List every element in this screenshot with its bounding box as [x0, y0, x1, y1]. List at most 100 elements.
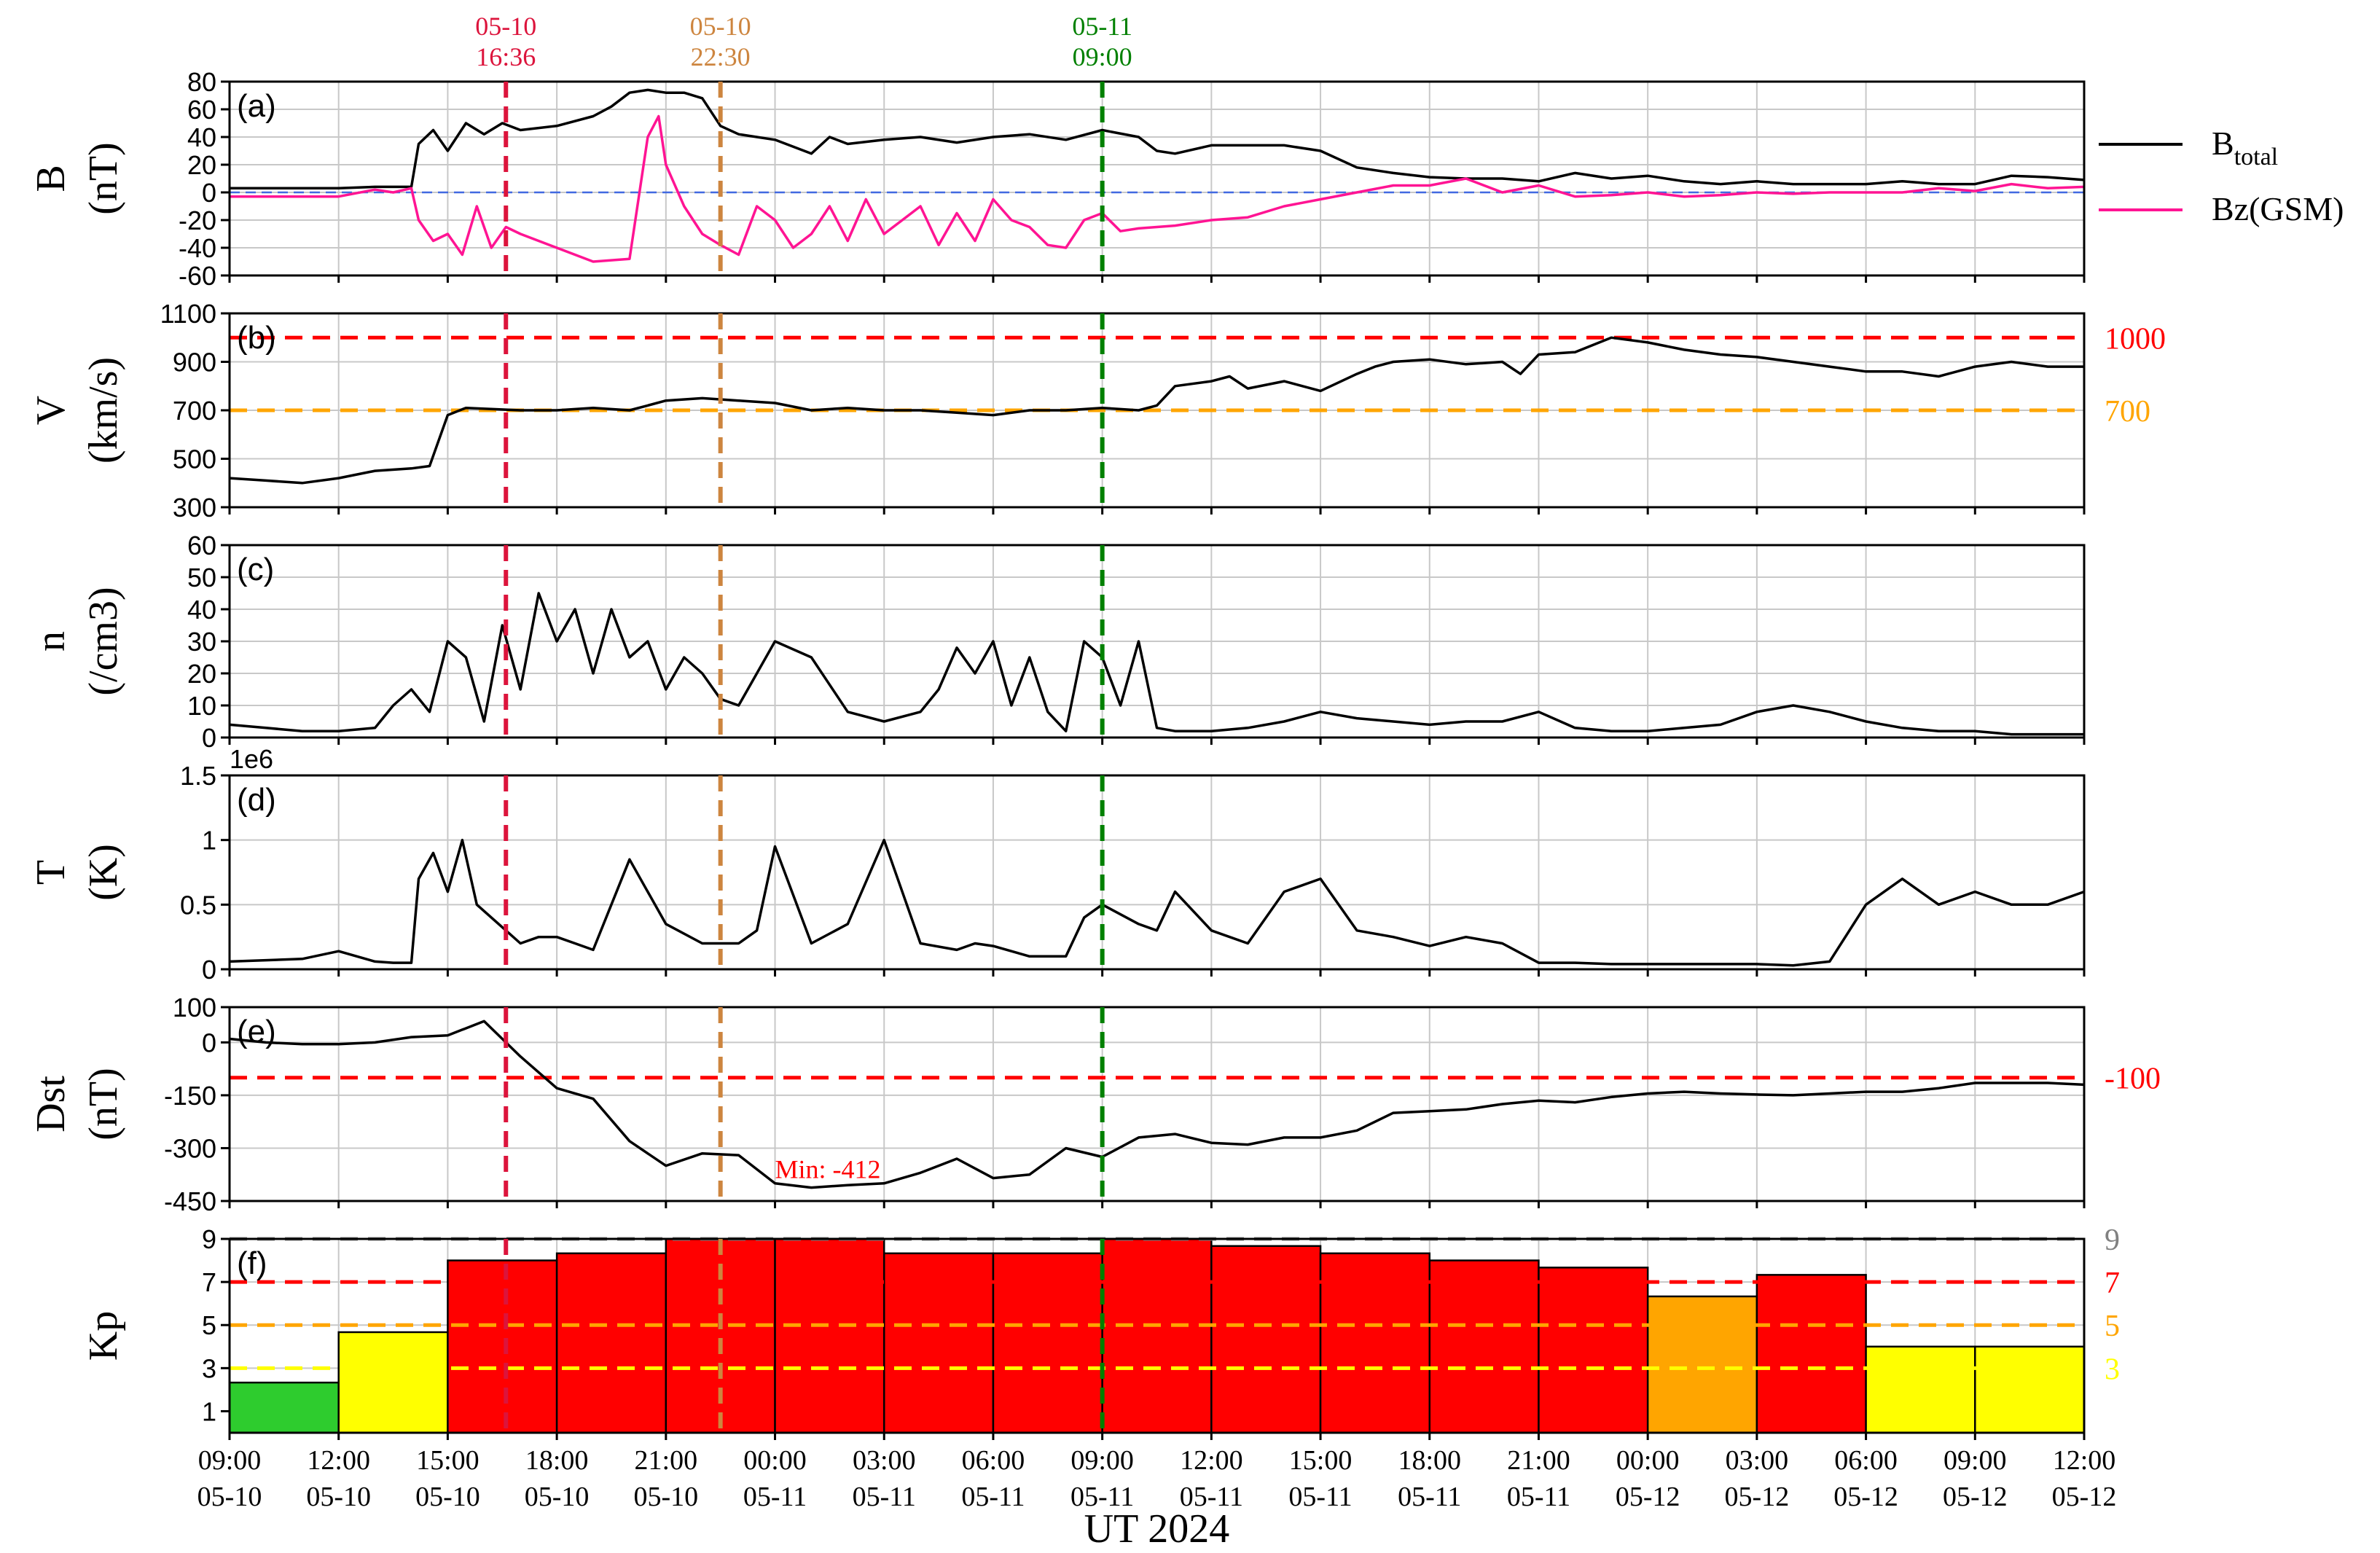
- x-tick-time: 03:00: [1726, 1445, 1789, 1476]
- x-tick-date: 05-11: [1070, 1482, 1134, 1512]
- panel-frame: [228, 774, 2086, 971]
- y-tick-label: 3: [202, 1353, 216, 1383]
- x-tick-time: 06:00: [962, 1445, 1025, 1476]
- y-tick-label: 7: [202, 1267, 216, 1297]
- x-tick-time: 21:00: [1507, 1445, 1570, 1476]
- x-tick-time: 03:00: [853, 1445, 916, 1476]
- kp-bar: [1974, 1345, 2086, 1434]
- panel-f: 9 7 5 3 9 7 5 3 1 (f) Kp: [81, 1224, 2120, 1440]
- y-tick-label: 1.5: [180, 761, 216, 791]
- event-time: 16:36: [476, 42, 536, 71]
- x-tick-date: 05-12: [1943, 1482, 2008, 1512]
- x-tick-date: 05-10: [197, 1482, 262, 1512]
- kp-bar: [1101, 1237, 1213, 1434]
- y-axis-unit: (nT): [81, 142, 126, 215]
- x-tick-date: 05-11: [1398, 1482, 1461, 1512]
- x-tick-date: 05-10: [525, 1482, 590, 1512]
- y-axis-label: Kp: [81, 1311, 126, 1361]
- y-tick-label: -300: [164, 1133, 216, 1163]
- y-tick-label: -20: [179, 206, 216, 235]
- y-tick-label: -150: [164, 1081, 216, 1111]
- y-axis-label: Dst: [28, 1076, 74, 1133]
- x-tick-time: 09:00: [198, 1445, 262, 1476]
- y-axis-unit: (km/s): [81, 357, 126, 463]
- y-tick-label: -40: [179, 233, 216, 263]
- kp-bar: [1428, 1259, 1540, 1434]
- panel-label: (e): [237, 1014, 276, 1049]
- panel-label: (f): [237, 1245, 267, 1281]
- x-tick-time: 12:00: [1180, 1445, 1243, 1476]
- x-tick-time: 09:00: [1943, 1445, 2007, 1476]
- x-tick-date: 05-11: [743, 1482, 807, 1512]
- reference-line-label: 1000: [2105, 322, 2166, 356]
- series-line-btotal: [230, 88, 2085, 190]
- y-tick-label: 60: [187, 531, 216, 560]
- x-tick-time: 21:00: [635, 1445, 698, 1476]
- y-tick-label: 0: [202, 1028, 216, 1057]
- panel-frame: [228, 1237, 2086, 1434]
- kp-bar: [337, 1331, 449, 1434]
- y-tick-label: 80: [187, 67, 216, 97]
- panel-b: 1000 700 1100 900 700 500 300 (b) V (km/s): [28, 299, 2166, 523]
- reference-line-label: 3: [2105, 1353, 2120, 1386]
- event-date: 05-11: [1072, 12, 1132, 41]
- series-line-dst: [229, 1020, 2085, 1189]
- y-axis-label: n: [28, 631, 74, 652]
- x-tick-date: 05-11: [853, 1482, 916, 1512]
- y-tick-label: 300: [173, 493, 216, 523]
- reference-line-label: 700: [2105, 395, 2150, 429]
- x-tick-time: 12:00: [307, 1445, 370, 1476]
- y-axis-label: V: [28, 396, 74, 425]
- x-tick-date: 05-11: [1288, 1482, 1352, 1512]
- y-tick-label: 50: [187, 563, 216, 592]
- y-tick-label: 900: [173, 348, 216, 378]
- event-date: 05-10: [475, 12, 536, 41]
- y-axis-unit: (nT): [81, 1068, 126, 1141]
- series-line-v: [229, 336, 2084, 485]
- kp-bar: [774, 1237, 885, 1434]
- y-tick-label: 10: [187, 691, 216, 721]
- x-tick-date: 05-10: [306, 1482, 371, 1512]
- panel-label: (c): [237, 552, 274, 587]
- y-tick-label: -450: [164, 1186, 216, 1216]
- panel-e: -100 Min: -412 100 0 -150 -300 -450 (e) Dst (nT): [28, 993, 2161, 1216]
- y-tick-label: 9: [202, 1224, 216, 1254]
- panel-label: (a): [237, 88, 276, 124]
- event-date: 05-10: [690, 12, 751, 41]
- y-tick-label: 60: [187, 95, 216, 125]
- x-tick-date: 05-10: [415, 1482, 480, 1512]
- y-tick-label: 0.5: [180, 890, 216, 920]
- panel-d: 1.5 1 0.5 0 1e6 (d) T (K): [28, 744, 2086, 985]
- y-tick-label: 30: [187, 627, 216, 657]
- y-tick-label: 0: [202, 723, 216, 753]
- reference-line-label: 7: [2105, 1267, 2120, 1300]
- kp-bar: [1538, 1267, 1649, 1434]
- y-tick-label: 500: [173, 445, 216, 474]
- y-tick-label: 1100: [160, 299, 216, 329]
- x-tick-date: 05-12: [1725, 1482, 1790, 1512]
- x-tick-date: 05-11: [1180, 1482, 1243, 1512]
- min-annotation: Min: -412: [775, 1155, 881, 1184]
- legend-label: Bz(GSM): [2212, 190, 2344, 227]
- y-tick-label: 20: [187, 659, 216, 689]
- y-axis-label: B: [28, 165, 74, 192]
- reference-line-label: 5: [2105, 1310, 2120, 1343]
- y-tick-label: 40: [187, 122, 216, 152]
- panel-frame: [228, 80, 2086, 277]
- panel-frame: [228, 1006, 2086, 1202]
- x-tick-time: 00:00: [743, 1445, 807, 1476]
- x-axis-title: UT 2024: [1084, 1506, 1230, 1552]
- kp-bar: [228, 1381, 340, 1434]
- x-tick-time: 15:00: [1289, 1445, 1353, 1476]
- kp-bar: [1646, 1295, 1758, 1434]
- x-tick-time: 12:00: [2053, 1445, 2116, 1476]
- legend-label: Btotal: [2212, 125, 2278, 171]
- x-tick-date: 05-12: [1833, 1482, 1898, 1512]
- y-tick-label: 0: [202, 178, 216, 208]
- reference-line-label: 9: [2105, 1224, 2120, 1257]
- x-tick-date: 05-10: [633, 1482, 698, 1512]
- reference-line-label: -100: [2105, 1063, 2161, 1096]
- kp-bar: [447, 1259, 558, 1434]
